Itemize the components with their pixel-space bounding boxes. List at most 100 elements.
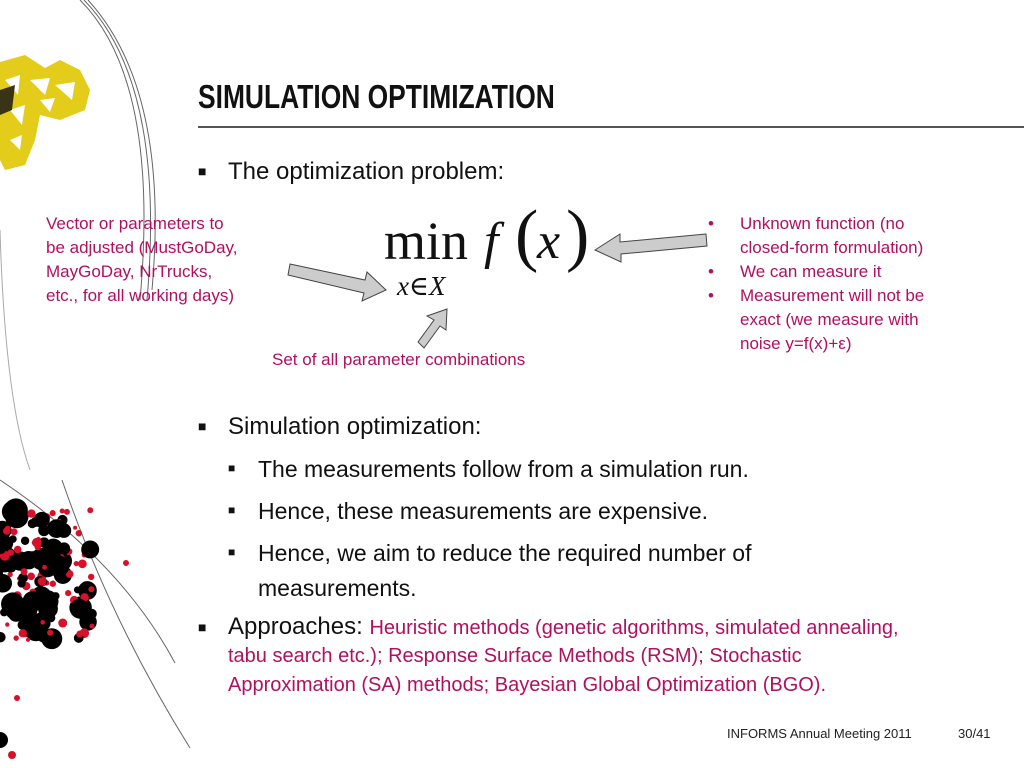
decorative-dot xyxy=(13,545,22,554)
annotation-line: be adjusted (MustGoDay, xyxy=(46,238,238,257)
annotation-line: closed-form formulation) xyxy=(740,238,924,257)
formula-open-paren: ( xyxy=(515,197,539,274)
approaches-line-1: Approaches: Heuristic methods (genetic a… xyxy=(228,613,899,641)
decorative-dot xyxy=(17,579,26,588)
decorative-dot xyxy=(81,540,100,559)
decorative-dot xyxy=(7,605,25,622)
decorative-dot xyxy=(65,570,74,578)
decorative-dot xyxy=(0,631,6,643)
decorative-dot xyxy=(58,618,68,628)
decorative-dot xyxy=(43,538,64,559)
annotation-line: Vector or parameters to xyxy=(46,214,224,233)
decorative-dot xyxy=(89,623,95,629)
formula-x: x xyxy=(537,213,561,270)
approaches-text: Heuristic methods (genetic algorithms, s… xyxy=(369,617,899,639)
decorative-dot xyxy=(75,529,83,537)
decorative-dot xyxy=(123,560,129,566)
decorative-dot xyxy=(27,509,36,518)
annotation-bottom: Set of all parameter combinations xyxy=(272,350,526,369)
sub-bullet-icon: ■ xyxy=(228,461,236,475)
decorative-dot xyxy=(25,637,31,642)
approaches-text: Approximation (SA) methods; Bayesian Glo… xyxy=(228,674,827,696)
decorative-dot xyxy=(22,608,38,624)
decorative-dot xyxy=(63,508,70,515)
decorative-dot xyxy=(0,608,9,617)
decorative-dot xyxy=(59,508,65,514)
approaches-label: Approaches: xyxy=(228,613,363,640)
decorative-dot xyxy=(27,572,35,581)
formula-f: f xyxy=(484,213,499,270)
annotation-left: Vector or parameters to be adjusted (Mus… xyxy=(46,212,238,308)
annotation-line: Measurement will not be xyxy=(740,286,925,305)
annotation-line: MayGoDay, NrTrucks, xyxy=(46,262,213,281)
annotation-line: We can measure it xyxy=(740,262,882,281)
yellow-ornament xyxy=(0,55,90,170)
decorative-dot xyxy=(37,577,47,586)
decorative-dot xyxy=(49,580,57,587)
decorative-dot xyxy=(7,549,14,556)
annotation-line: exact (we measure with xyxy=(740,310,919,329)
bullet-square-icon: ■ xyxy=(198,619,207,635)
decorative-dot xyxy=(1,500,24,523)
dot-cluster xyxy=(0,498,129,759)
title-divider xyxy=(198,126,1024,128)
decorative-dot xyxy=(78,559,87,569)
decorative-dot xyxy=(20,536,30,545)
decorative-dot xyxy=(0,732,8,748)
decorative-dot xyxy=(13,635,19,641)
decorative-dot xyxy=(14,695,20,701)
decorative-dot xyxy=(6,565,14,573)
decorative-dot xyxy=(10,528,18,536)
annotation-right: • Unknown function (no closed-form formula… xyxy=(708,212,924,356)
decorative-dot xyxy=(52,521,68,537)
decorative-dot xyxy=(38,524,50,537)
decorative-dot xyxy=(73,525,78,530)
decorative-dot xyxy=(86,608,97,619)
decorative-dot xyxy=(19,550,38,570)
sub-bullet-continuation: measurements. xyxy=(258,575,417,601)
footer-event: INFORMS Annual Meeting 2011 xyxy=(727,726,912,741)
bullet-simulation-optimization: Simulation optimization: xyxy=(228,413,482,440)
annotation-line: noise y=f(x)+ε) xyxy=(740,334,852,353)
arrow-right-icon xyxy=(593,233,708,263)
decorative-dot xyxy=(5,622,10,627)
decorative-dot xyxy=(24,618,48,642)
bullet-optimization-problem: The optimization problem: xyxy=(228,158,505,185)
decorative-dot xyxy=(27,519,37,529)
formula-subscript: x∈X xyxy=(397,271,446,301)
decorative-dot xyxy=(47,629,54,636)
sub-bullet: The measurements follow from a simulatio… xyxy=(258,456,749,482)
sub-bullet: Hence, these measurements are expensive. xyxy=(258,498,709,524)
arrow-up-icon xyxy=(417,308,448,349)
decorative-dot xyxy=(42,564,48,570)
bullet-square-icon: ■ xyxy=(198,418,207,434)
formula-min: min xyxy=(384,211,469,271)
decorative-dot xyxy=(70,598,88,616)
decorative-dot xyxy=(20,568,28,576)
sub-bullet-icon: ■ xyxy=(228,545,236,559)
annotation-line: etc., for all working days) xyxy=(46,286,235,305)
decorative-dot xyxy=(38,598,58,619)
decorative-dot xyxy=(88,586,95,593)
arrow-left-icon xyxy=(287,263,387,302)
sub-bullet-icon: ■ xyxy=(228,503,236,517)
decorative-dot xyxy=(22,591,44,612)
annotation-line: Unknown function (no xyxy=(740,214,905,233)
decorative-dot xyxy=(0,574,13,593)
decorative-dot xyxy=(40,620,46,625)
arc-lines xyxy=(0,0,191,749)
sub-bullet: Hence, we aim to reduce the required num… xyxy=(258,540,752,566)
decorative-dot xyxy=(51,592,60,600)
bullet-square-icon: ■ xyxy=(198,163,207,179)
decorative-dot xyxy=(65,590,72,597)
page-number: 30/41 xyxy=(958,726,991,741)
approaches-text: tabu search etc.); Response Surface Meth… xyxy=(228,645,802,667)
decorative-dot xyxy=(2,527,11,535)
decorative-dot xyxy=(73,586,81,594)
decorative-dot xyxy=(73,560,79,567)
decorative-dot xyxy=(0,535,14,552)
decorative-dot xyxy=(87,573,95,581)
decorative-dot xyxy=(76,630,84,638)
